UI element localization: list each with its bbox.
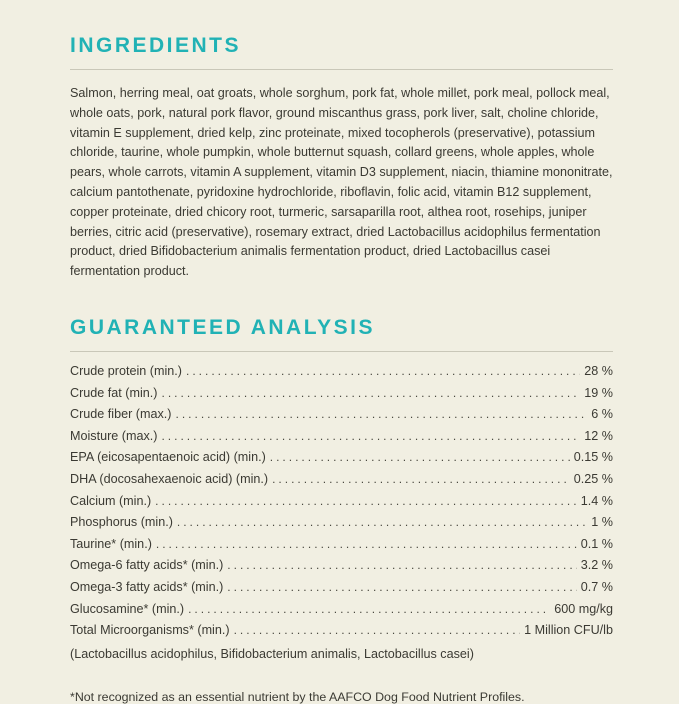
- dot-leader: [156, 537, 577, 551]
- dot-leader: [234, 623, 521, 637]
- dot-leader: [161, 386, 580, 400]
- dot-leader: [161, 429, 580, 443]
- ingredients-text: Salmon, herring meal, oat groats, whole …: [70, 86, 613, 279]
- analysis-row-crude-protein: Crude protein (min.) 28 %: [70, 364, 613, 378]
- dot-leader: [186, 364, 580, 378]
- analysis-row-label: Moisture (max.): [70, 428, 158, 443]
- analysis-row-label: Phosphorus (min.): [70, 515, 173, 530]
- analysis-row-label: Omega-3 fatty acids* (min.): [70, 579, 224, 594]
- dot-leader: [155, 494, 577, 508]
- analysis-row-crude-fat: Crude fat (min.) 19 %: [70, 386, 613, 400]
- analysis-row-value: 19 %: [584, 385, 613, 400]
- guaranteed-analysis-section: GUARANTEED ANALYSIS Crude protein (min.)…: [70, 316, 613, 704]
- analysis-row-taurine: Taurine* (min.) 0.1 %: [70, 537, 613, 551]
- analysis-row-glucosamine: Glucosamine* (min.) 600 mg/kg: [70, 602, 613, 616]
- analysis-row-value: 0.15 %: [573, 450, 613, 465]
- dot-leader: [175, 407, 587, 421]
- ingredients-heading: INGREDIENTS: [70, 34, 242, 57]
- analysis-row-label: Taurine* (min.): [70, 536, 152, 551]
- dot-leader: [227, 580, 577, 594]
- analysis-row-label: Glucosamine* (min.): [70, 601, 185, 616]
- aafco-footnote: *Not recognized as an essential nutrient…: [70, 689, 525, 704]
- analysis-row-label: EPA (eicosapentaenoic acid) (min.): [70, 450, 266, 465]
- analysis-row-dha: DHA (docosahexaenoic acid) (min.) 0.25 %: [70, 472, 613, 486]
- dot-leader: [272, 472, 570, 486]
- analysis-row-value: 28 %: [584, 363, 613, 378]
- analysis-row-value: 0.1 %: [580, 536, 613, 551]
- analysis-row-label: Total Microorganisms* (min.): [70, 623, 230, 638]
- ingredients-divider: [70, 69, 613, 70]
- analysis-row-label: Crude protein (min.): [70, 363, 182, 378]
- dot-leader: [270, 450, 570, 464]
- analysis-row-value: 0.25 %: [573, 471, 613, 486]
- analysis-row-value: 1.4 %: [580, 493, 613, 508]
- analysis-row-moisture: Moisture (max.) 12 %: [70, 429, 613, 443]
- guaranteed-analysis-divider: [70, 350, 613, 352]
- analysis-row-value: 6 %: [591, 407, 613, 422]
- analysis-row-omega6: Omega-6 fatty acids* (min.) 3.2 %: [70, 558, 613, 572]
- analysis-row-label: Omega-6 fatty acids* (min.): [70, 558, 224, 573]
- analysis-row-crude-fiber: Crude fiber (max.) 6 %: [70, 407, 613, 421]
- analysis-row-value: 1 %: [591, 515, 613, 530]
- dot-leader: [177, 515, 587, 529]
- pet-food-label: INGREDIENTS Salmon, herring meal, oat gr…: [0, 0, 679, 679]
- analysis-row-omega3: Omega-3 fatty acids* (min.) 0.7 %: [70, 580, 613, 594]
- analysis-row-label: Crude fiber (max.): [70, 407, 172, 422]
- microorganisms-species-note: (Lactobacillus acidophilus, Bifidobacter…: [70, 646, 474, 661]
- analysis-row-value: 1 Million CFU/lb: [524, 623, 613, 638]
- analysis-row-value: 0.7 %: [580, 579, 613, 594]
- analysis-row-phosphorus: Phosphorus (min.) 1 %: [70, 515, 613, 529]
- analysis-row-value: 12 %: [584, 428, 613, 443]
- analysis-row-epa: EPA (eicosapentaenoic acid) (min.) 0.15 …: [70, 450, 613, 464]
- analysis-row-label: Crude fat (min.): [70, 385, 158, 400]
- ingredients-section: INGREDIENTS Salmon, herring meal, oat gr…: [70, 34, 613, 282]
- guaranteed-analysis-table: Crude protein (min.) 28 % Crude fat (min…: [70, 364, 613, 664]
- analysis-row-label: Calcium (min.): [70, 493, 152, 508]
- analysis-row-value: 600 mg/kg: [554, 601, 613, 616]
- analysis-row-calcium: Calcium (min.) 1.4 %: [70, 494, 613, 508]
- analysis-row-value: 3.2 %: [580, 558, 613, 573]
- dot-leader: [227, 558, 577, 572]
- analysis-row-label: DHA (docosahexaenoic acid) (min.): [70, 471, 269, 486]
- guaranteed-analysis-heading: GUARANTEED ANALYSIS: [70, 315, 375, 339]
- dot-leader: [188, 602, 550, 616]
- analysis-row-total-microorganisms: Total Microorganisms* (min.) 1 Million C…: [70, 623, 613, 637]
